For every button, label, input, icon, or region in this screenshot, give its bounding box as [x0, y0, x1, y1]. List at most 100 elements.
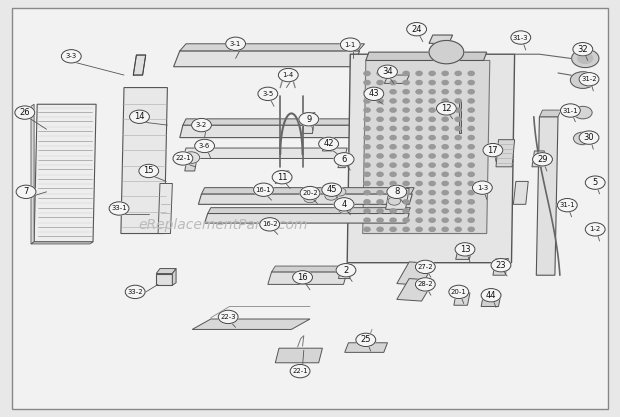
Circle shape — [442, 172, 448, 176]
Circle shape — [403, 90, 409, 94]
Circle shape — [468, 227, 474, 231]
Circle shape — [272, 171, 292, 184]
Polygon shape — [180, 125, 353, 138]
Polygon shape — [513, 181, 528, 204]
Circle shape — [436, 102, 456, 115]
Polygon shape — [384, 75, 409, 83]
Polygon shape — [156, 269, 176, 274]
Circle shape — [574, 106, 592, 119]
Circle shape — [377, 181, 383, 186]
Circle shape — [378, 65, 397, 78]
Circle shape — [390, 136, 396, 140]
Polygon shape — [363, 60, 490, 234]
Circle shape — [278, 68, 298, 82]
Circle shape — [403, 172, 409, 176]
Circle shape — [390, 209, 396, 213]
Circle shape — [364, 200, 370, 204]
Text: 1-2: 1-2 — [590, 226, 601, 232]
Circle shape — [390, 99, 396, 103]
Circle shape — [472, 181, 492, 194]
Text: 16-1: 16-1 — [255, 187, 272, 193]
Circle shape — [390, 181, 396, 186]
Circle shape — [415, 260, 435, 274]
Circle shape — [403, 154, 409, 158]
Polygon shape — [205, 214, 409, 223]
Circle shape — [468, 136, 474, 140]
Text: 28-2: 28-2 — [417, 281, 433, 287]
Circle shape — [455, 218, 461, 222]
Circle shape — [416, 99, 422, 103]
Circle shape — [449, 285, 469, 299]
Circle shape — [468, 145, 474, 149]
Text: 3-1: 3-1 — [230, 41, 241, 47]
Circle shape — [416, 172, 422, 176]
Circle shape — [468, 218, 474, 222]
Circle shape — [429, 145, 435, 149]
Circle shape — [377, 126, 383, 131]
Circle shape — [416, 126, 422, 131]
Circle shape — [364, 172, 370, 176]
Polygon shape — [183, 119, 355, 125]
Circle shape — [377, 108, 383, 112]
Text: 20-2: 20-2 — [302, 190, 318, 196]
Circle shape — [416, 71, 422, 75]
Circle shape — [109, 202, 129, 215]
Circle shape — [390, 80, 396, 85]
Circle shape — [403, 126, 409, 131]
Circle shape — [455, 227, 461, 231]
Circle shape — [390, 200, 396, 204]
Circle shape — [377, 172, 383, 176]
Circle shape — [340, 38, 360, 51]
Text: 6: 6 — [342, 155, 347, 164]
Polygon shape — [481, 294, 501, 306]
Circle shape — [390, 172, 396, 176]
Circle shape — [416, 209, 422, 213]
Circle shape — [481, 289, 501, 302]
Circle shape — [195, 139, 215, 153]
Circle shape — [429, 71, 435, 75]
Circle shape — [377, 99, 383, 103]
Circle shape — [442, 80, 448, 85]
Polygon shape — [31, 242, 93, 244]
Polygon shape — [202, 188, 414, 194]
Circle shape — [468, 200, 474, 204]
Polygon shape — [532, 151, 544, 167]
Text: 33-2: 33-2 — [127, 289, 143, 295]
Text: 31-3: 31-3 — [513, 35, 529, 40]
Text: eReplacementParts.com: eReplacementParts.com — [138, 218, 308, 232]
Circle shape — [429, 154, 435, 158]
Text: 32: 32 — [577, 45, 588, 54]
Circle shape — [442, 227, 448, 231]
Circle shape — [483, 143, 503, 157]
Circle shape — [429, 136, 435, 140]
Circle shape — [429, 40, 464, 64]
Circle shape — [322, 183, 342, 196]
Circle shape — [293, 271, 312, 284]
Polygon shape — [496, 140, 515, 167]
Circle shape — [560, 104, 580, 117]
Circle shape — [455, 163, 461, 167]
Text: 11: 11 — [277, 173, 287, 182]
Circle shape — [429, 163, 435, 167]
Circle shape — [377, 200, 383, 204]
Circle shape — [468, 71, 474, 75]
Circle shape — [455, 108, 461, 112]
Circle shape — [491, 259, 511, 272]
Circle shape — [16, 185, 36, 198]
Circle shape — [416, 154, 422, 158]
Circle shape — [388, 197, 401, 205]
Circle shape — [403, 227, 409, 231]
Circle shape — [442, 136, 448, 140]
Circle shape — [377, 163, 383, 167]
Polygon shape — [454, 293, 470, 305]
Circle shape — [455, 136, 461, 140]
Text: 8: 8 — [394, 187, 399, 196]
Circle shape — [300, 186, 320, 200]
Circle shape — [387, 185, 407, 198]
Text: 27-2: 27-2 — [417, 264, 433, 270]
Polygon shape — [459, 100, 461, 133]
Text: 16: 16 — [297, 273, 308, 282]
Text: 30: 30 — [583, 133, 595, 142]
Text: 3-6: 3-6 — [199, 143, 210, 149]
Circle shape — [403, 163, 409, 167]
